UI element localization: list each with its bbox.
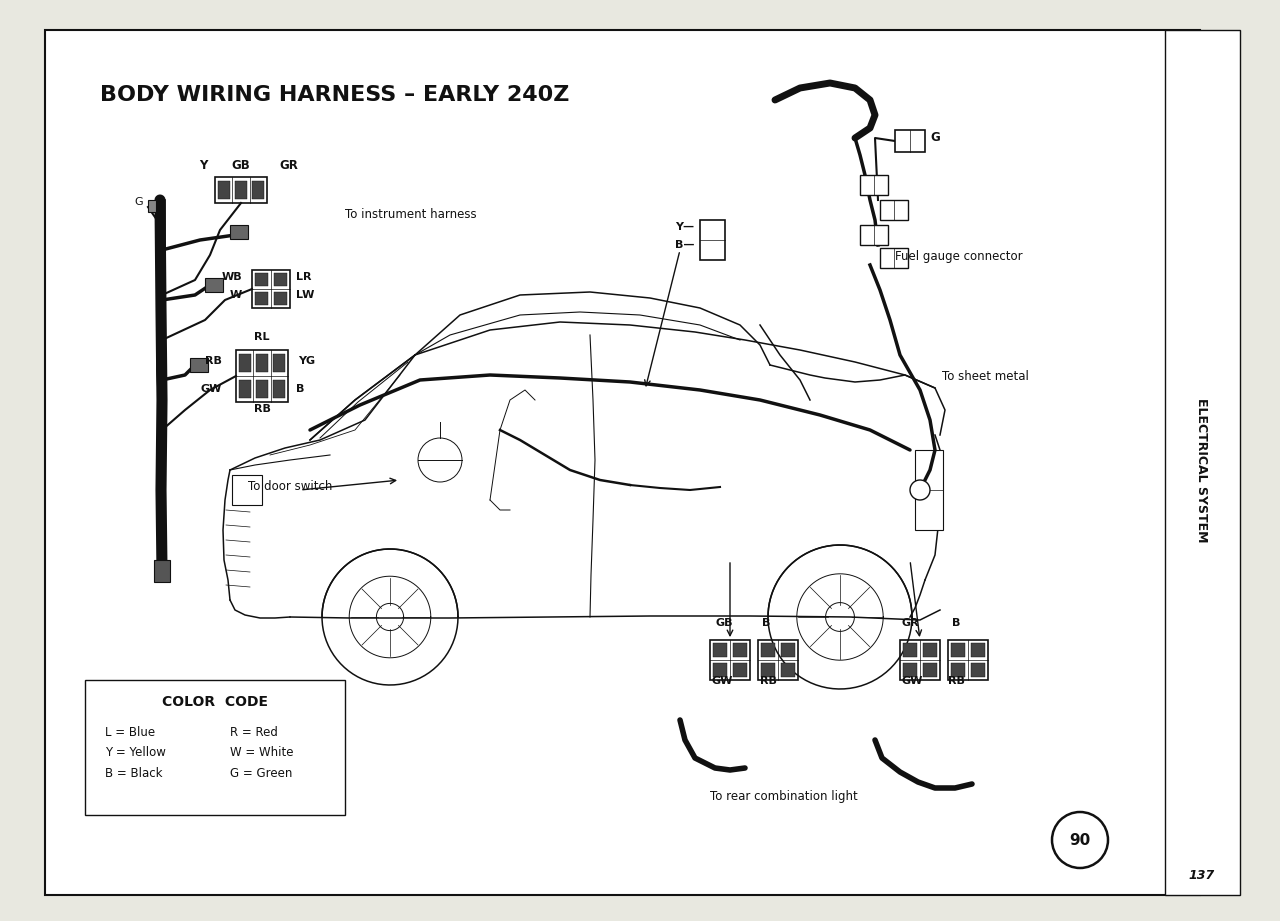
- Text: B: B: [296, 384, 305, 394]
- Text: L = Blue: L = Blue: [105, 726, 155, 739]
- Bar: [881, 200, 908, 220]
- Bar: [972, 663, 986, 677]
- Text: B: B: [762, 618, 771, 628]
- Bar: [881, 248, 908, 268]
- Text: R = Red: R = Red: [230, 726, 278, 739]
- Text: Y = Yellow: Y = Yellow: [105, 745, 166, 759]
- Bar: [733, 663, 748, 677]
- Bar: [256, 379, 268, 398]
- Text: RB: RB: [205, 356, 221, 366]
- Bar: [923, 663, 937, 677]
- Text: RB: RB: [948, 676, 965, 686]
- Text: GR: GR: [902, 618, 919, 628]
- Bar: [948, 640, 988, 680]
- Bar: [236, 181, 247, 199]
- Bar: [700, 220, 724, 260]
- Bar: [255, 292, 268, 305]
- Text: WB: WB: [221, 272, 242, 282]
- Bar: [762, 643, 774, 657]
- Text: To rear combination light: To rear combination light: [710, 790, 858, 803]
- Text: 137: 137: [1189, 869, 1215, 881]
- Text: BODY WIRING HARNESS – EARLY 240Z: BODY WIRING HARNESS – EARLY 240Z: [100, 85, 570, 105]
- Bar: [215, 177, 268, 203]
- Bar: [238, 379, 251, 398]
- Text: G = Green: G = Green: [230, 766, 292, 779]
- Text: RL: RL: [255, 332, 270, 342]
- Bar: [762, 663, 774, 677]
- Text: B = Black: B = Black: [105, 766, 163, 779]
- Bar: [218, 181, 229, 199]
- Text: GW: GW: [201, 384, 221, 394]
- Bar: [273, 354, 285, 372]
- Text: GB: GB: [232, 159, 251, 172]
- Bar: [148, 200, 156, 212]
- Text: G: G: [134, 197, 143, 207]
- Text: To door switch: To door switch: [248, 480, 333, 493]
- Bar: [733, 643, 748, 657]
- Text: LR: LR: [296, 272, 311, 282]
- Bar: [900, 640, 940, 680]
- Bar: [230, 225, 248, 239]
- Text: To sheet metal: To sheet metal: [942, 370, 1029, 383]
- Text: B—: B—: [675, 240, 695, 250]
- Text: COLOR  CODE: COLOR CODE: [163, 695, 268, 709]
- Bar: [710, 640, 750, 680]
- Text: 90: 90: [1069, 833, 1091, 847]
- Text: RB: RB: [760, 676, 777, 686]
- Text: To instrument harness: To instrument harness: [346, 208, 476, 221]
- Circle shape: [1052, 812, 1108, 868]
- Text: LW: LW: [296, 290, 315, 300]
- Bar: [256, 354, 268, 372]
- Circle shape: [910, 480, 931, 500]
- Text: G: G: [931, 131, 940, 144]
- Bar: [84, 680, 346, 815]
- Text: GW: GW: [712, 676, 733, 686]
- Bar: [255, 273, 268, 286]
- Bar: [758, 640, 797, 680]
- Bar: [951, 643, 965, 657]
- Text: YG: YG: [298, 356, 315, 366]
- Bar: [713, 663, 727, 677]
- Text: Y: Y: [198, 159, 207, 172]
- Text: B: B: [952, 618, 960, 628]
- Bar: [236, 350, 288, 402]
- Bar: [273, 379, 285, 398]
- Bar: [252, 181, 265, 199]
- Bar: [860, 175, 888, 195]
- Text: Fuel gauge connector: Fuel gauge connector: [895, 250, 1023, 263]
- Text: RB: RB: [253, 404, 270, 414]
- Bar: [252, 270, 291, 308]
- Bar: [154, 560, 170, 582]
- Bar: [860, 225, 888, 245]
- Text: ELECTRICAL SYSTEM: ELECTRICAL SYSTEM: [1196, 398, 1208, 542]
- Bar: [238, 354, 251, 372]
- Bar: [274, 292, 287, 305]
- Bar: [205, 278, 223, 292]
- Bar: [781, 663, 795, 677]
- Bar: [189, 358, 207, 372]
- Bar: [713, 643, 727, 657]
- Bar: [274, 273, 287, 286]
- Bar: [232, 475, 262, 505]
- Bar: [902, 643, 916, 657]
- Bar: [781, 643, 795, 657]
- Bar: [915, 450, 943, 530]
- Bar: [1165, 30, 1240, 895]
- Text: GW: GW: [902, 676, 923, 686]
- Bar: [951, 663, 965, 677]
- Bar: [902, 663, 916, 677]
- Text: GB: GB: [716, 618, 732, 628]
- Bar: [895, 130, 925, 152]
- Text: GR: GR: [279, 159, 298, 172]
- Bar: [923, 643, 937, 657]
- Text: W: W: [229, 290, 242, 300]
- Text: W = White: W = White: [230, 745, 293, 759]
- Text: Y—: Y—: [675, 222, 694, 232]
- Bar: [972, 643, 986, 657]
